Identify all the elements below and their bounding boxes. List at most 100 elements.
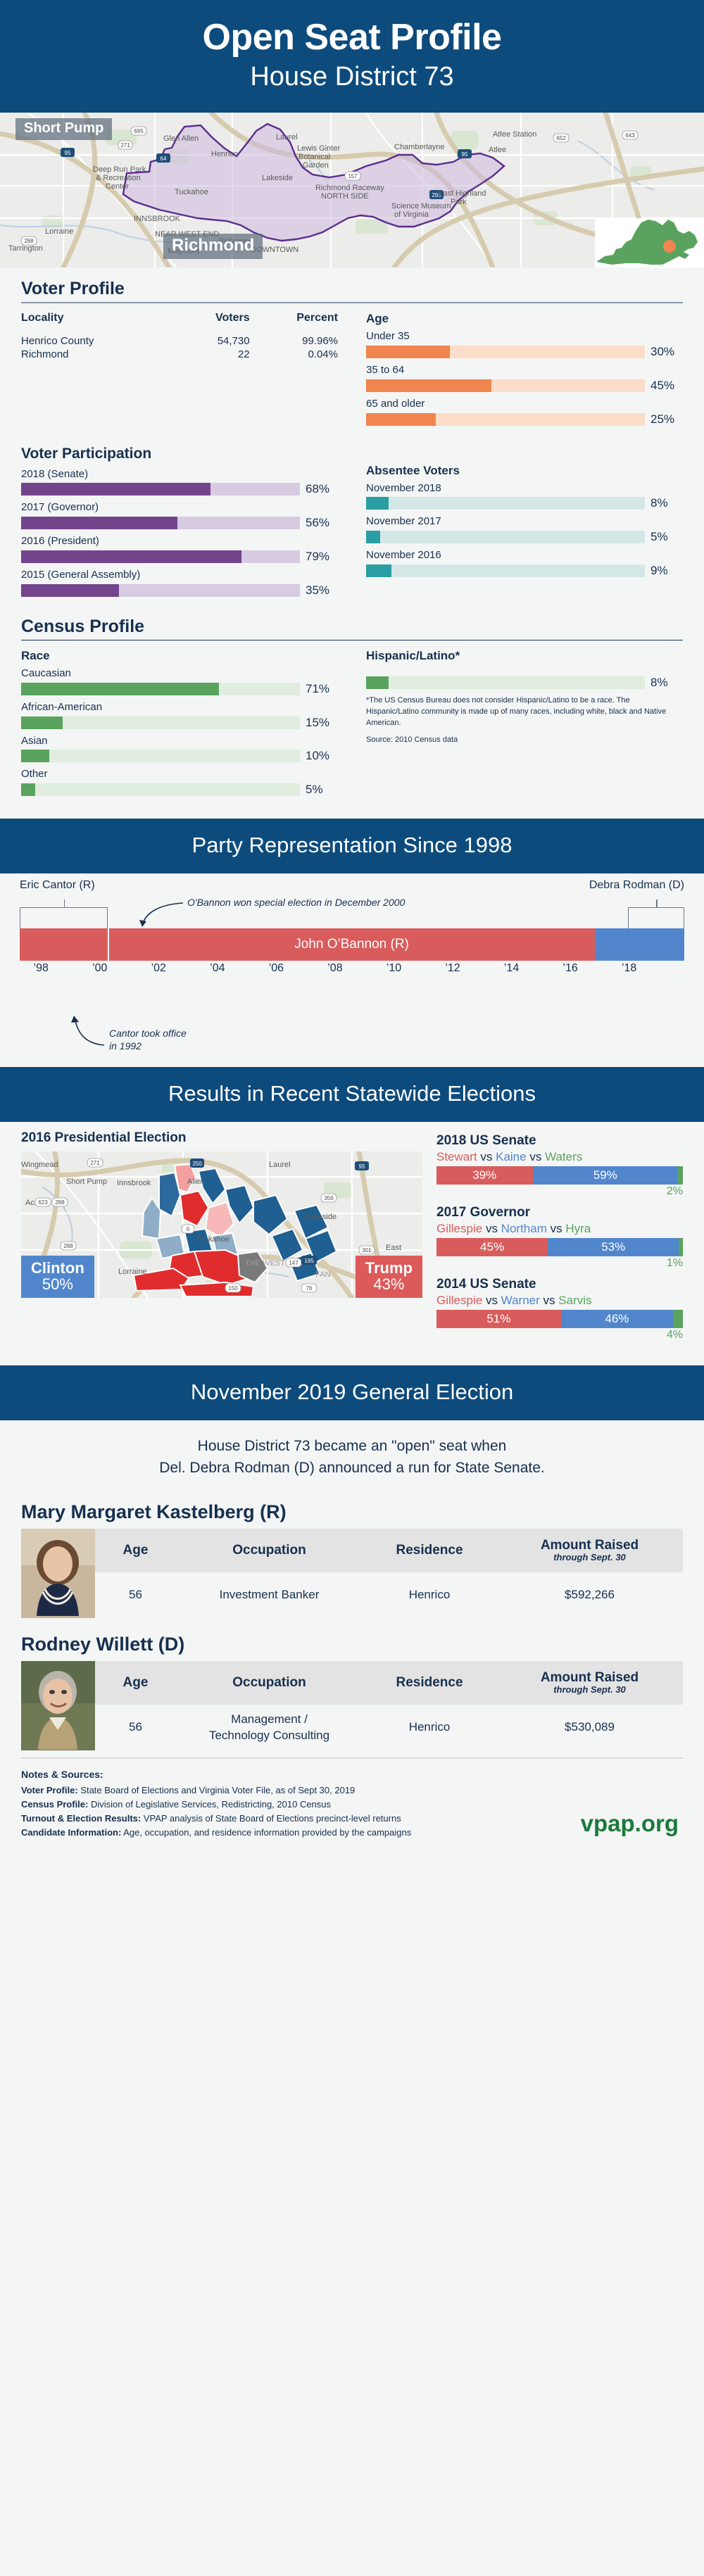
race-result: 2014 US Senate Gillespie vs Warner vs Sar… [436, 1277, 683, 1341]
header-banner: Open Seat Profile House District 73 [0, 0, 704, 113]
race-bar-third [673, 1310, 683, 1329]
party-representation-timeline: Eric Cantor (R) Debra Rodman (D) O'Banno… [0, 873, 704, 1067]
svg-text:Atlee: Atlee [489, 146, 506, 154]
bar-track [366, 531, 645, 544]
race-bar-rep: 45% [436, 1238, 548, 1257]
bar-line: 5% [21, 783, 338, 797]
candidate-residence: Henrico [408, 1720, 451, 1734]
bar-row: 2018 (Senate) 68% [21, 468, 338, 497]
bar-label: 2018 (Senate) [21, 467, 89, 480]
pill-clinton: Clinton 50% [21, 1255, 94, 1299]
timeline-tick: ’10 [386, 962, 402, 975]
bar-value: 35% [306, 583, 330, 597]
bar-track [21, 682, 300, 695]
table-row: 56 Management / Technology Consulting He… [95, 1705, 683, 1750]
note-text: State Board of Elections and Virginia Vo… [77, 1784, 356, 1795]
svg-text:Glen Allen: Glen Allen [163, 134, 199, 143]
col-amount-raised: Amount Raised through Sept. 30 [496, 1539, 683, 1562]
svg-text:Lorraine: Lorraine [118, 1268, 146, 1276]
pill-trump: Trump 43% [355, 1255, 422, 1299]
svg-text:East: East [386, 1244, 401, 1252]
bar-fill [366, 676, 389, 690]
candidate-occupation: Management / Technology Consulting [208, 1712, 330, 1742]
race-third-pct: 2% [666, 1185, 683, 1198]
bar-value: 68% [306, 482, 330, 496]
locality-percent: 0.04% [308, 348, 338, 361]
race-bar-rep: 39% [436, 1166, 533, 1185]
race-title: Race [21, 649, 50, 663]
svg-text:623: 623 [38, 1199, 48, 1206]
svg-text:Wingmead: Wingmead [21, 1161, 58, 1169]
bar-track [21, 783, 300, 797]
note-text: VPAP analysis of State Board of Election… [141, 1812, 401, 1824]
svg-text:Lorraine: Lorraine [45, 227, 73, 236]
svg-text:Deep Run Park: Deep Run Park [93, 165, 146, 174]
svg-text:Atlee Station: Atlee Station [493, 130, 536, 139]
candidate-grid: Age Occupation Residence Amount Raised t… [95, 1661, 683, 1750]
svg-text:652: 652 [556, 135, 566, 141]
bar-value: 15% [306, 715, 330, 729]
general-election-intro: House District 73 became an "open" seat … [0, 1420, 704, 1497]
absentee-column: Absentee Voters November 2018 8% November … [366, 446, 683, 602]
svg-text:Lakeside: Lakeside [262, 174, 293, 182]
candidate-third: Hyra [565, 1222, 591, 1236]
bar-value: 5% [306, 783, 323, 797]
svg-text:Tuckahoe: Tuckahoe [196, 1235, 230, 1244]
bar-fill [21, 783, 35, 797]
candidate-table-header: Age Occupation Residence Amount Raised t… [95, 1661, 683, 1705]
bar-label: November 2018 [366, 481, 441, 494]
bar-fill [21, 716, 63, 729]
bar-track [366, 346, 645, 359]
race-result: 2017 Governor Gillespie vs Northam vs Hyr… [436, 1205, 683, 1270]
presidential-map-block: 2016 Presidential Election [21, 1130, 422, 1349]
bar-fill [366, 346, 450, 359]
locality-name: Henrico County [21, 335, 94, 348]
pill-clinton-name: Clinton [31, 1258, 84, 1277]
candidate-table-header: Age Occupation Residence Amount Raised t… [95, 1529, 683, 1573]
timeline-segment [594, 928, 684, 961]
candidate-third: Sarvis [558, 1294, 592, 1308]
svg-text:147: 147 [289, 1260, 298, 1266]
bar-row: Under 35 30% [366, 330, 683, 359]
race-bar-third [679, 1238, 683, 1257]
candidate-residence: Henrico [408, 1588, 451, 1602]
bar-track [21, 550, 300, 563]
timeline-segment: John O’Bannon (R) [107, 928, 595, 961]
bar-track [366, 676, 645, 690]
svg-text:288: 288 [55, 1199, 65, 1206]
amount-raised-sub: through Sept. 30 [553, 1552, 626, 1563]
notes-heading: Notes & Sources: [21, 1769, 103, 1781]
bracket-stem [656, 899, 658, 909]
absentee-bar-chart: November 2018 8% November 2017 5% November 2… [366, 482, 683, 578]
bar-line: 25% [366, 412, 683, 427]
race-result: 2018 US Senate Stewart vs Kaine vs Waters… [436, 1133, 683, 1198]
map-label-richmond: Richmond [163, 234, 263, 260]
svg-text:INNSBROOK: INNSBROOK [134, 215, 181, 223]
timeline-tick: ’98 [33, 962, 49, 975]
race-bar: 39% 59% [436, 1166, 683, 1185]
candidate-third: Waters [545, 1150, 583, 1164]
bar-row: 35 to 64 45% [366, 364, 683, 393]
bar-line: 5% [366, 530, 683, 544]
footer: Notes & Sources: Voter Profile: State Bo… [0, 1750, 704, 1861]
bar-fill [366, 564, 391, 577]
annotation-cantor: Cantor took office in 1992 [109, 1028, 187, 1052]
note-label: Census Profile: [21, 1798, 89, 1810]
race-third-pct: 1% [666, 1257, 683, 1270]
annotation-obannon: O'Bannon won special election in Decembe… [187, 897, 406, 909]
vs-2: vs [543, 1294, 555, 1308]
bar-fill [21, 583, 119, 597]
vs-1: vs [480, 1150, 493, 1164]
svg-text:157: 157 [348, 173, 358, 179]
bar-line: 9% [366, 564, 683, 578]
svg-text:Innsbrook: Innsbrook [117, 1179, 151, 1187]
map-label-short-pump: Short Pump [15, 118, 113, 141]
svg-text:of Virginia: of Virginia [394, 210, 429, 219]
race-bar-dem: 46% [560, 1310, 674, 1329]
district-map[interactable]: 695 271 288 652 643 157 95 64 95 295 Glen All… [0, 113, 704, 268]
bar-track [366, 497, 645, 510]
presidential-map[interactable]: Wingmead Short Pump Innsbrook Allen Laur… [21, 1151, 422, 1299]
participation-column: Voter Participation 2018 (Senate) 68% 2017… [21, 446, 338, 602]
candidate-block-1: Mary Margaret Kastelberg (R) Age Occupat… [0, 1501, 704, 1619]
candidate-name: Rodney Willett (D) [21, 1634, 185, 1655]
